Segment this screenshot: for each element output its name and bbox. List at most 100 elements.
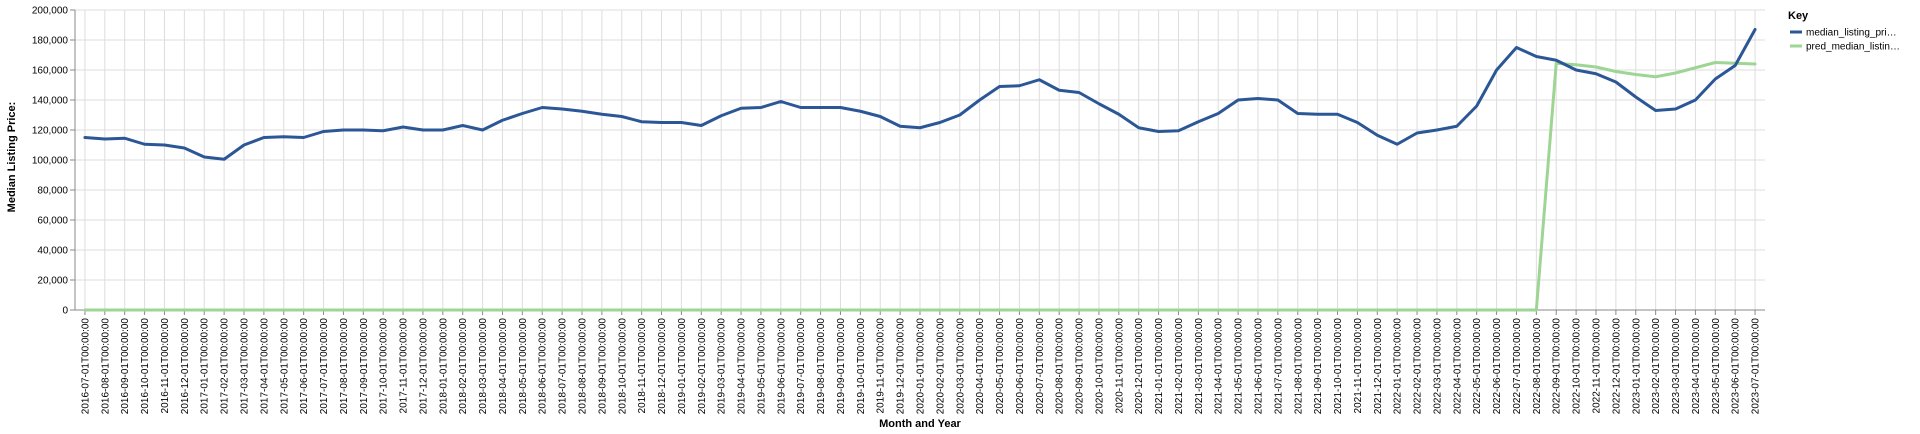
y-tick-label: 160,000	[32, 66, 69, 77]
series-line-pred-median-listin	[83, 61, 1757, 312]
x-tick-label: 2018-01-01T00:00:00	[438, 318, 449, 415]
x-tick-label: 2023-03-01T00:00:00	[1671, 318, 1682, 415]
x-tick-label: 2019-06-01T00:00:00	[776, 318, 787, 415]
x-tick-label: 2021-04-01T00:00:00	[1214, 318, 1225, 415]
x-tick-label: 2020-11-01T00:00:00	[1114, 318, 1125, 414]
x-tick-label: 2021-08-01T00:00:00	[1293, 318, 1304, 415]
x-tick-label: 2019-08-01T00:00:00	[816, 318, 827, 415]
x-tick-label: 2016-11-01T00:00:00	[160, 318, 171, 414]
x-tick-label: 2021-02-01T00:00:00	[1174, 318, 1185, 415]
grid-lines	[75, 9, 1765, 311]
x-tick-label: 2019-07-01T00:00:00	[796, 318, 807, 415]
x-tick-label: 2019-05-01T00:00:00	[756, 318, 767, 415]
x-tick-label: 2018-11-01T00:00:00	[637, 318, 648, 414]
x-tick-label: 2016-10-01T00:00:00	[140, 318, 151, 415]
x-tick-label: 2020-10-01T00:00:00	[1094, 318, 1105, 415]
x-tick-label: 2023-06-01T00:00:00	[1731, 318, 1742, 415]
y-tick-label: 80,000	[37, 186, 68, 197]
y-tick-label: 140,000	[32, 96, 69, 107]
x-tick-label: 2022-07-01T00:00:00	[1512, 318, 1523, 415]
x-tick-label: 2017-03-01T00:00:00	[240, 318, 251, 415]
x-tick-label: 2023-07-01T00:00:00	[1751, 318, 1762, 415]
legend: Key median_listing_pri… pred_median_listi…	[1788, 10, 1900, 53]
x-tick-label: 2019-01-01T00:00:00	[677, 318, 688, 415]
x-tick-label: 2020-12-01T00:00:00	[1134, 318, 1145, 415]
x-tick-label: 2022-08-01T00:00:00	[1532, 318, 1543, 415]
x-tick-label: 2022-05-01T00:00:00	[1472, 318, 1483, 415]
x-tick-label: 2020-08-01T00:00:00	[1055, 318, 1066, 415]
x-tick-label: 2020-05-01T00:00:00	[995, 318, 1006, 415]
x-tick-label: 2020-04-01T00:00:00	[975, 318, 986, 415]
x-tick-label: 2018-09-01T00:00:00	[597, 318, 608, 415]
y-tick-label: 200,000	[32, 6, 69, 17]
x-tick-label: 2021-12-01T00:00:00	[1373, 318, 1384, 415]
x-tick-label: 2017-05-01T00:00:00	[279, 318, 290, 415]
x-tick-label: 2019-12-01T00:00:00	[896, 318, 907, 415]
y-axis-ticks: 0 20,000 40,000 60,000 80,000 100,000 120,000 1…	[32, 6, 76, 317]
x-tick-label: 2018-04-01T00:00:00	[498, 318, 509, 415]
y-tick-label: 20,000	[37, 276, 68, 287]
x-tick-label: 2021-10-01T00:00:00	[1333, 318, 1344, 415]
x-tick-label: 2018-12-01T00:00:00	[657, 318, 668, 415]
x-tick-label: 2019-02-01T00:00:00	[697, 318, 708, 415]
x-tick-label: 2021-05-01T00:00:00	[1234, 318, 1245, 415]
x-tick-label: 2018-05-01T00:00:00	[518, 318, 529, 415]
x-tick-label: 2020-09-01T00:00:00	[1075, 318, 1086, 415]
x-tick-label: 2020-02-01T00:00:00	[935, 318, 946, 415]
x-tick-label: 2021-01-01T00:00:00	[1154, 318, 1165, 415]
x-tick-label: 2018-06-01T00:00:00	[538, 318, 549, 415]
x-tick-label: 2022-04-01T00:00:00	[1452, 318, 1463, 415]
y-tick-label: 100,000	[32, 156, 69, 167]
x-tick-label: 2019-11-01T00:00:00	[876, 318, 887, 414]
x-tick-label: 2023-05-01T00:00:00	[1711, 318, 1722, 415]
x-tick-label: 2017-01-01T00:00:00	[200, 318, 211, 415]
x-tick-label: 2022-09-01T00:00:00	[1552, 318, 1563, 415]
y-axis-title: Median Listing Price:	[6, 102, 18, 213]
x-tick-label: 2017-02-01T00:00:00	[220, 318, 231, 415]
x-tick-label: 2018-08-01T00:00:00	[578, 318, 589, 415]
x-tick-label: 2018-03-01T00:00:00	[478, 318, 489, 415]
legend-title: Key	[1788, 10, 1809, 22]
x-tick-label: 2023-04-01T00:00:00	[1691, 318, 1702, 415]
x-tick-label: 2016-08-01T00:00:00	[100, 318, 111, 415]
x-tick-label: 2017-07-01T00:00:00	[319, 318, 330, 415]
y-tick-label: 60,000	[37, 216, 68, 227]
x-tick-label: 2022-10-01T00:00:00	[1572, 318, 1583, 415]
x-tick-label: 2018-02-01T00:00:00	[458, 318, 469, 415]
legend-label: median_listing_pri…	[1806, 28, 1897, 39]
x-tick-label: 2017-06-01T00:00:00	[299, 318, 310, 415]
x-tick-label: 2023-02-01T00:00:00	[1651, 318, 1662, 415]
series-lines	[83, 28, 1757, 312]
x-tick-label: 2018-10-01T00:00:00	[617, 318, 628, 415]
x-axis-title: Month and Year	[879, 418, 961, 430]
x-tick-label: 2019-04-01T00:00:00	[737, 318, 748, 415]
x-tick-label: 2023-01-01T00:00:00	[1631, 318, 1642, 415]
y-tick-label: 180,000	[32, 36, 69, 47]
x-tick-label: 2022-06-01T00:00:00	[1492, 318, 1503, 415]
x-tick-label: 2019-03-01T00:00:00	[717, 318, 728, 415]
x-tick-label: 2022-12-01T00:00:00	[1611, 318, 1622, 415]
y-tick-label: 40,000	[37, 246, 68, 257]
x-tick-label: 2020-07-01T00:00:00	[1035, 318, 1046, 415]
x-tick-label: 2017-11-01T00:00:00	[399, 318, 410, 414]
x-tick-label: 2017-04-01T00:00:00	[259, 318, 270, 415]
x-tick-label: 2021-03-01T00:00:00	[1194, 318, 1205, 415]
x-tick-label: 2020-03-01T00:00:00	[955, 318, 966, 415]
x-tick-label: 2017-09-01T00:00:00	[359, 318, 370, 415]
x-tick-label: 2018-07-01T00:00:00	[558, 318, 569, 415]
x-tick-label: 2017-08-01T00:00:00	[339, 318, 350, 415]
legend-label: pred_median_listin…	[1806, 42, 1900, 53]
x-tick-label: 2022-01-01T00:00:00	[1393, 318, 1404, 415]
x-tick-label: 2020-06-01T00:00:00	[1015, 318, 1026, 415]
series-line-median-listing-pri	[83, 28, 1757, 161]
x-tick-label: 2020-01-01T00:00:00	[916, 318, 927, 415]
x-tick-label: 2022-02-01T00:00:00	[1413, 318, 1424, 415]
x-tick-label: 2017-10-01T00:00:00	[379, 318, 390, 415]
x-tick-label: 2022-03-01T00:00:00	[1432, 318, 1443, 415]
x-tick-label: 2021-06-01T00:00:00	[1254, 318, 1265, 415]
x-tick-label: 2021-11-01T00:00:00	[1353, 318, 1364, 414]
x-tick-label: 2019-09-01T00:00:00	[836, 318, 847, 415]
x-tick-label: 2021-07-01T00:00:00	[1273, 318, 1284, 415]
x-tick-label: 2016-09-01T00:00:00	[120, 318, 131, 415]
